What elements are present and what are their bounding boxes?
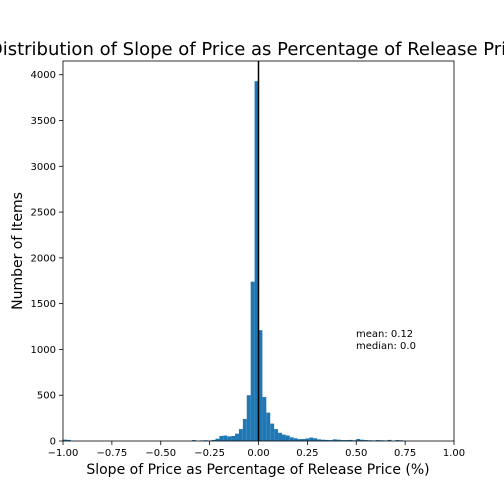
histogram-bar [285,435,290,441]
histogram-bar [270,423,275,441]
histogram-bar [219,435,224,441]
histogram-bar [231,435,236,441]
x-tick-label: 0.75 [394,448,416,459]
histogram-bar [274,429,279,441]
histogram-bar [281,434,286,441]
histogram-bar [321,439,325,441]
histogram-bar [305,438,310,441]
histogram-bar [344,440,349,441]
x-axis-ticks: −1.00 −0.75 −0.50 −0.25 0.00 0.25 0.50 0.75 1.00 [48,441,465,459]
histogram-bar [246,395,251,441]
histogram-bar [258,330,263,441]
y-axis-ticks: 0 500 1000 1500 2000 2500 3000 3500 4000 [31,70,63,448]
bars-group [63,81,404,441]
chart-title: Distribution of Slope of Price as Percen… [0,39,504,60]
histogram-bar [356,438,361,441]
histogram-bar [223,435,228,441]
histogram-bar [238,429,243,441]
histogram-bar [250,281,255,441]
y-tick-label: 0 [50,437,56,448]
histogram-bar [387,439,392,441]
x-tick-label: −0.25 [194,448,225,459]
y-tick-label: 1000 [31,345,56,356]
x-tick-label: 0.00 [247,448,269,459]
histogram-bar [317,439,322,441]
histogram-bar [309,437,314,441]
annotation-line: mean: 0.12 [356,329,413,340]
histogram-bar [215,438,220,441]
histogram-bar [324,439,329,441]
histogram-bar [266,412,271,441]
y-tick-label: 3000 [31,162,56,173]
histogram-bar [289,437,294,441]
x-tick-label: −0.50 [145,448,176,459]
histogram-bar [297,439,302,441]
histogram-bar [235,433,239,441]
histogram-bar [293,438,298,441]
histogram-bar [313,438,318,441]
y-tick-label: 2500 [31,208,56,219]
histogram-bar [211,439,216,441]
x-tick-label: 1.00 [443,448,465,459]
histogram-bar [332,439,337,441]
x-tick-label: −1.00 [48,448,79,459]
histogram-bar [364,440,368,441]
histogram-bar [192,440,196,441]
y-axis-label: Number of Items [10,192,26,310]
histogram-bar [375,440,380,441]
histogram-bar [340,440,345,441]
x-axis-label: Slope of Price as Percentage of Release … [86,462,429,478]
histogram-bar [254,81,259,441]
histogram-bar [336,439,341,441]
x-tick-label: 0.50 [345,448,367,459]
annotation-line: median: 0.0 [356,341,416,352]
histogram-bar [395,440,400,441]
y-tick-label: 1500 [31,299,56,310]
histogram-bar [242,419,247,441]
histogram-bar [360,439,365,441]
histogram-bar [301,438,306,441]
stats-annotation: mean: 0.12 median: 0.0 [356,329,416,352]
histogram-bar [328,440,333,441]
histogram-bar [66,439,71,441]
histogram-bar [227,436,232,441]
y-tick-label: 4000 [31,70,56,81]
x-tick-label: 0.25 [296,448,318,459]
x-tick-label: −0.75 [97,448,128,459]
y-tick-label: 3500 [31,116,56,127]
y-tick-label: 500 [37,391,56,402]
histogram-bar [63,439,67,441]
histogram-bar [278,432,282,441]
histogram-bar [348,439,353,441]
y-tick-label: 2000 [31,253,56,264]
histogram-bar [262,397,267,441]
